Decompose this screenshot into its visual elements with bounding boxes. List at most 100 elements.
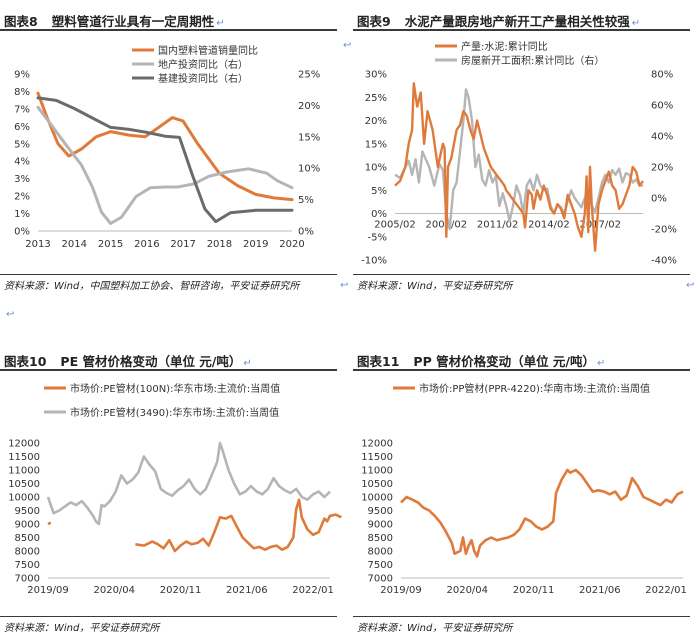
return-mark: ↵ (597, 358, 606, 369)
anchor-mark: ↩ (686, 280, 695, 291)
y-tick-label: 8500 (15, 533, 40, 544)
y-tick-label: 11500 (361, 452, 393, 463)
y-tick-label: 8500 (368, 533, 393, 544)
x-tick-label: 2018 (207, 239, 232, 250)
y-tick-left: 2% (14, 192, 30, 203)
y-tick-label: 7000 (15, 574, 40, 585)
return-mark: ↵ (243, 358, 252, 369)
legend-label: 市场价:PE管材(3490):华东市场:主流价:当周值 (70, 406, 279, 419)
y-tick-right: 0% (651, 194, 667, 205)
y-tick-right: -40% (651, 256, 677, 267)
x-tick-label: 2022/01 (292, 585, 334, 596)
series-line (394, 88, 643, 231)
y-tick-left: -5% (368, 232, 387, 243)
chart-title-text: PE 管材价格变动（单位 元/吨） (60, 354, 242, 369)
title-rule (0, 369, 337, 371)
y-tick-label: 11000 (361, 466, 393, 477)
y-tick-label: 12000 (361, 439, 393, 450)
y-tick-right: 20% (651, 163, 673, 174)
source-rule (0, 274, 337, 275)
series-line (400, 468, 684, 558)
y-tick-label: 8000 (368, 547, 393, 558)
return-mark: ↵ (216, 18, 225, 29)
y-tick-left: 9% (14, 70, 30, 81)
y-tick-label: 7500 (368, 560, 393, 571)
source-rule (353, 274, 690, 275)
x-tick-label: 2013 (25, 239, 50, 250)
x-tick-label: 2015 (98, 239, 123, 250)
y-tick-left: 7% (14, 104, 30, 115)
anchor-mark: ↩ (6, 309, 15, 320)
chart-title: 图表10 PE 管材价格变动（单位 元/吨） ↵ (4, 351, 252, 370)
y-tick-left: 1% (14, 209, 30, 220)
title-rule (353, 29, 690, 31)
anchor-mark: ↩ (343, 40, 352, 51)
y-tick-label: 10000 (361, 493, 393, 504)
y-tick-right: 10% (298, 164, 320, 175)
figure-number: 图表9 (357, 14, 391, 29)
y-tick-left: 25% (365, 93, 387, 104)
title-rule (353, 369, 690, 371)
y-tick-label: 9000 (15, 520, 40, 531)
y-tick-label: 7000 (368, 574, 393, 585)
y-tick-right: 25% (298, 70, 320, 81)
y-tick-label: 12000 (8, 439, 40, 450)
x-tick-label: 2017/02 (579, 220, 621, 231)
y-tick-right: 5% (298, 195, 314, 206)
source-note: 资料来源：Wind，平安证券研究所 (357, 623, 513, 634)
y-tick-left: 5% (14, 139, 30, 150)
chart-panel-4: 图表11 PP 管材价格变动（单位 元/吨） ↵ 7000 7500 8000 8500 9… (353, 340, 700, 637)
y-tick-left: 10% (365, 163, 387, 174)
x-tick-label: 2020/04 (93, 585, 135, 596)
x-tick-label: 2016 (134, 239, 159, 250)
figure-number: 图表11 (357, 354, 400, 369)
y-tick-label: 11000 (8, 466, 40, 477)
y-tick-right: 80% (651, 70, 673, 81)
legend-label: 地产投资同比（右） (158, 58, 248, 71)
y-tick-left: 0% (371, 209, 387, 220)
x-tick-label: 2020/04 (446, 585, 488, 596)
series-line (47, 498, 342, 553)
y-tick-left: 8% (14, 87, 30, 98)
x-tick-label: 2017 (170, 239, 195, 250)
title-rule (0, 29, 337, 31)
y-tick-left: -10% (361, 256, 387, 267)
y-tick-label: 10500 (8, 479, 40, 490)
y-tick-left: 15% (365, 139, 387, 150)
legend-label: 市场价:PP管材(PPR-4220):华南市场:主流价:当周值 (419, 382, 650, 395)
series-line (36, 105, 294, 225)
chart-title-text: 塑料管道行业具有一定周期性 (51, 14, 215, 29)
chart-title: 图表8 塑料管道行业具有一定周期性 ↵ (4, 11, 225, 30)
source-rule (353, 616, 690, 617)
x-tick-label: 2020/11 (513, 585, 555, 596)
source-rule (0, 616, 337, 617)
chart-svg: -10% -5% 0% 5% 10% 15% 20% 25% 30% -40% -20% 0% 20% 4… (361, 40, 677, 267)
y-tick-label: 9000 (368, 520, 393, 531)
chart-svg: 7000 7500 8000 8500 9000 9500 10000 10500 11000 1… (361, 382, 687, 596)
source-note: 资料来源：Wind，平安证券研究所 (4, 623, 160, 634)
x-tick-label: 2014/02 (528, 220, 570, 231)
y-tick-left: 4% (14, 157, 30, 168)
y-tick-left: 20% (365, 116, 387, 127)
legend-label: 基建投资同比（右） (158, 72, 248, 85)
y-tick-left: 5% (371, 186, 387, 197)
y-tick-label: 10000 (8, 493, 40, 504)
y-tick-right: 0% (298, 227, 314, 238)
chart-title: 图表9 水泥产量跟房地产新开工产量相关性较强 ↵ (357, 11, 640, 30)
x-tick-label: 2019/09 (380, 585, 422, 596)
x-tick-label: 2020/11 (160, 585, 202, 596)
y-tick-left: 30% (365, 70, 387, 81)
x-tick-label: 2020 (279, 239, 304, 250)
y-tick-label: 9500 (15, 506, 40, 517)
anchor-mark: ↩ (340, 280, 349, 291)
legend-label: 房屋新开工面积:累计同比（右） (461, 54, 604, 67)
figure-number: 图表10 (4, 354, 47, 369)
y-tick-label: 9500 (368, 506, 393, 517)
legend-label: 产量:水泥:累计同比 (461, 40, 548, 53)
series-line (46, 441, 331, 526)
y-tick-right: 60% (651, 101, 673, 112)
chart-svg: 0% 1% 2% 3% 4% 5% 6% 7% 8% 9% 0% 5% 10% 15% 20% 25% 2013… (14, 44, 320, 250)
y-tick-left: 3% (14, 174, 30, 185)
y-tick-left: 0% (14, 227, 30, 238)
y-tick-right: -20% (651, 225, 677, 236)
